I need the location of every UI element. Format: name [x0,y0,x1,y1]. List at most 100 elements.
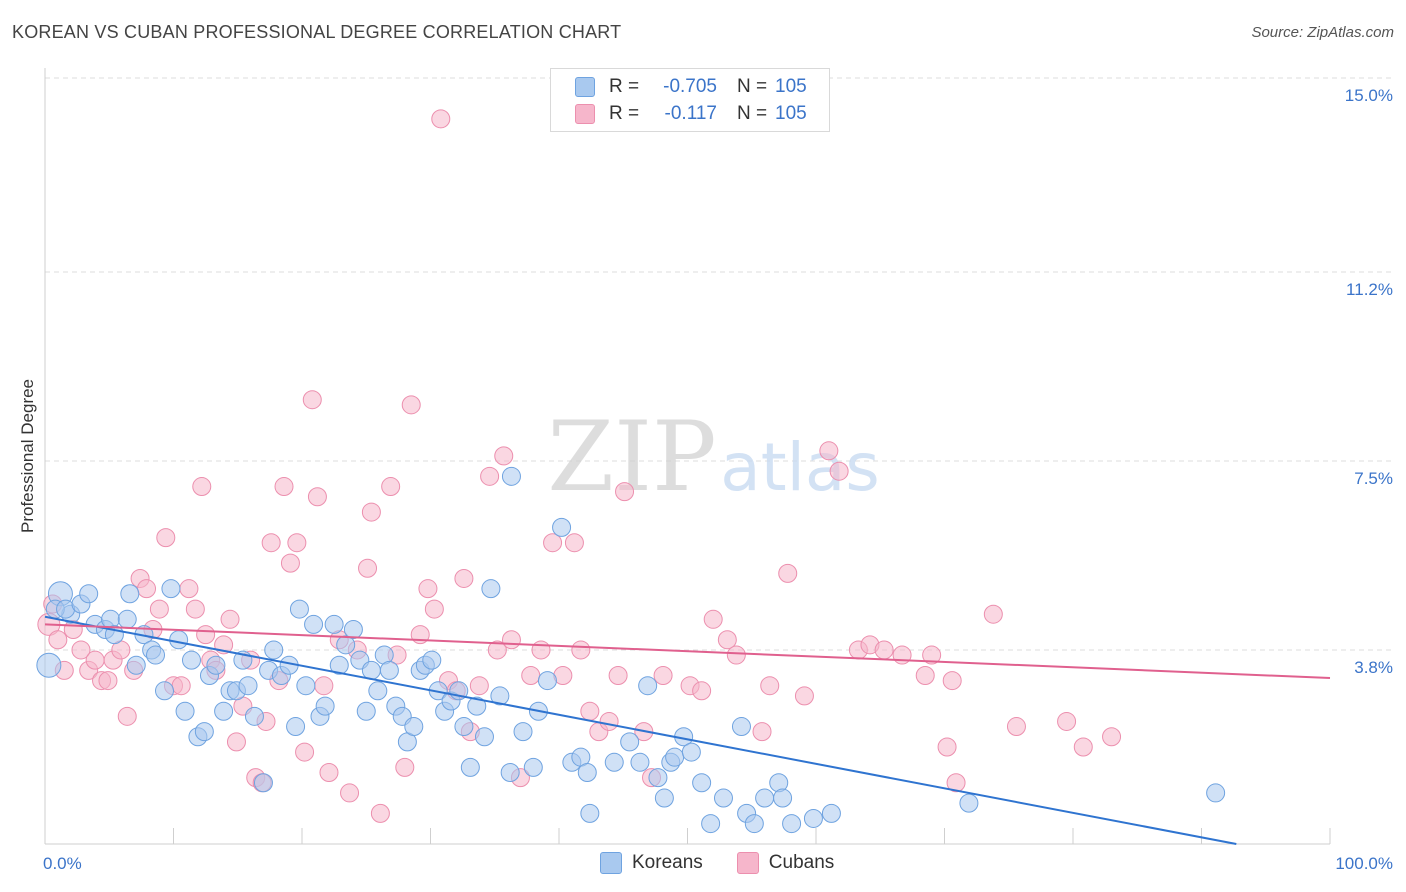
cuban-point [179,579,199,599]
korean-point [744,814,764,834]
axes [44,68,1331,845]
korean-point [336,635,356,655]
korean-point [500,763,520,783]
cuban-point [358,558,378,578]
cuban-point [599,711,619,731]
korean-point [665,747,685,767]
korean-point [501,466,521,486]
korean-point [264,640,284,660]
trend-lines [44,615,1331,845]
cuban-point [295,742,315,762]
y-tick-label: 11.2% [1346,280,1393,299]
legend-r-label: R = [609,103,640,124]
korean-point [289,599,309,619]
korean-point [79,584,99,604]
legend-r-value: -0.117 [664,103,717,124]
korean-point [329,655,349,675]
cuban-point [819,441,839,461]
legend-r-label: R = [609,76,640,97]
korean-point [713,788,733,808]
korean-point [36,652,62,678]
korean-point [206,655,226,675]
korean-point [604,752,624,772]
cubans-swatch [575,104,595,124]
tick-labels: 15.0% 11.2% 7.5% 3.8% 0.0% 100.0% [43,86,1393,873]
korean-point [490,686,510,706]
korean-point [181,650,201,670]
cuban-point [71,640,91,660]
korean-point [654,788,674,808]
cuban-point [608,665,628,685]
cuban-point [287,533,307,553]
cuban-point [703,609,723,629]
legend-row-cubans: R = -0.117 N = 105 [575,103,807,125]
korean-point [361,660,381,680]
cuban-point [171,676,191,696]
korean-point [460,757,480,777]
korean-point [803,808,823,828]
cuban-point [874,640,894,660]
cuban-point [922,645,942,665]
y-axis-label: Professional Degree [18,379,37,533]
korean-point [379,660,399,680]
korean-point [701,814,721,834]
korean-point [755,788,775,808]
korean-point [523,757,543,777]
cuban-point [501,630,521,650]
cuban-point [580,701,600,721]
cuban-point [431,109,451,129]
cuban-point [717,630,737,650]
series-cubans [37,109,1122,823]
korean-point [481,579,501,599]
cuban-point [937,737,957,757]
legend-row-koreans: R = -0.705 N = 105 [575,76,807,98]
korean-point [692,773,712,793]
y-tick-label: 7.5% [1354,469,1393,488]
korean-point [126,655,146,675]
cuban-point [401,395,421,415]
cuban-point [829,461,849,481]
cuban-point [915,665,935,685]
korean-point [959,793,979,813]
cuban-point [1006,717,1026,737]
chart-source: Source: ZipAtlas.com [1251,24,1394,41]
legend-item-cubans[interactable]: Cubans [736,852,834,874]
cuban-point [117,706,137,726]
korean-point [731,717,751,737]
cuban-point [615,482,635,502]
cuban-point [302,390,322,410]
cuban-point [196,625,216,645]
stats-legend: R = -0.705 N = 105 R = -0.117 N = 105 [550,68,830,132]
korean-point [120,584,140,604]
y-tick-label: 3.8% [1354,658,1393,677]
cuban-point [543,533,563,553]
series-legend: Koreans Cubans [600,852,868,874]
legend-n-value: 105 [775,76,807,97]
legend-item-koreans[interactable]: Koreans [600,852,703,874]
cuban-point [370,803,390,823]
cuban-point [983,604,1003,624]
cuban-point [480,466,500,486]
korean-point [368,681,388,701]
cuban-point [653,665,673,685]
korean-trend-line [44,615,1237,845]
cubans-swatch [736,852,759,874]
cuban-point [395,757,415,777]
korean-point [175,701,195,721]
korean-point [146,645,166,665]
korean-point [474,727,494,747]
koreans-swatch [575,77,595,97]
korean-point [537,671,557,691]
cuban-point [778,563,798,583]
korean-point [304,614,324,634]
legend-r-value: -0.705 [663,76,717,97]
x-tick-label: 100.0% [1335,854,1393,873]
cuban-trend-line [44,623,1331,680]
korean-point [315,696,335,716]
legend-n-label: N = [737,76,768,97]
cuban-point [149,599,169,619]
korean-point [681,742,701,762]
cuban-point [280,553,300,573]
cuban-point [564,533,584,553]
